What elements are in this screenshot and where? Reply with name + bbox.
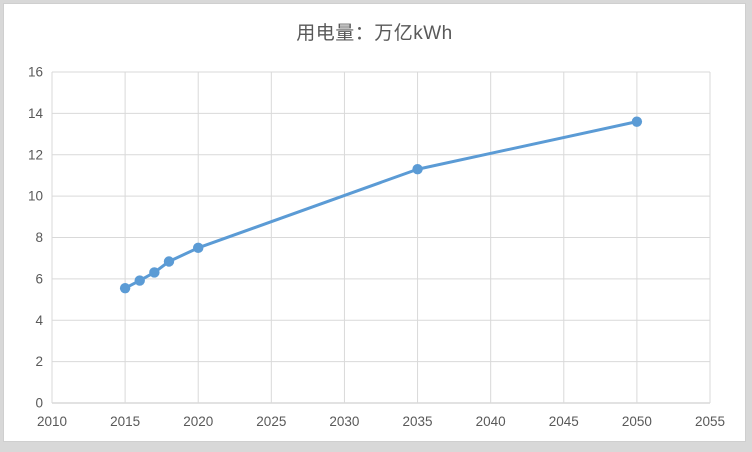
chart-frame: 用电量：万亿kWh 0 2 4 6 8 10 12 14 16 2010 2015 2020 2025 2…	[3, 3, 746, 442]
x-tick-label: 2020	[183, 414, 213, 429]
data-point-marker	[149, 267, 160, 278]
x-tick-label: 2010	[37, 414, 67, 429]
x-tick-label: 2050	[622, 414, 652, 429]
x-tick-label: 2035	[403, 414, 433, 429]
data-point-marker	[119, 282, 131, 294]
data-point-marker	[163, 256, 175, 267]
x-tick-label: 2025	[256, 414, 286, 429]
x-tick-label: 2045	[549, 414, 579, 429]
x-tick-label: 2015	[110, 414, 140, 429]
chart-title: 用电量：万亿kWh	[296, 23, 453, 44]
y-tick-label: 4	[35, 313, 43, 328]
data-point-marker	[134, 275, 145, 286]
data-point-marker	[412, 164, 423, 175]
x-tick-label: 2030	[329, 414, 359, 429]
y-tick-label: 6	[35, 271, 43, 286]
y-tick-label: 14	[28, 106, 44, 121]
y-tick-label: 8	[35, 230, 43, 245]
y-tick-label: 0	[35, 396, 43, 411]
series-line	[123, 120, 639, 290]
data-point-marker	[193, 242, 204, 254]
data-point-marker	[631, 116, 643, 127]
line-chart-plot: 0 2 4 6 8 10 12 14 16 2010 2015 2020 2025 2030 2035 204…	[28, 65, 725, 430]
y-tick-label: 10	[28, 189, 43, 204]
x-tick-label: 2055	[695, 414, 725, 429]
y-tick-label: 2	[35, 354, 43, 369]
x-tick-label: 2040	[476, 414, 506, 429]
y-tick-label: 12	[28, 147, 43, 162]
y-tick-label: 16	[28, 65, 43, 80]
